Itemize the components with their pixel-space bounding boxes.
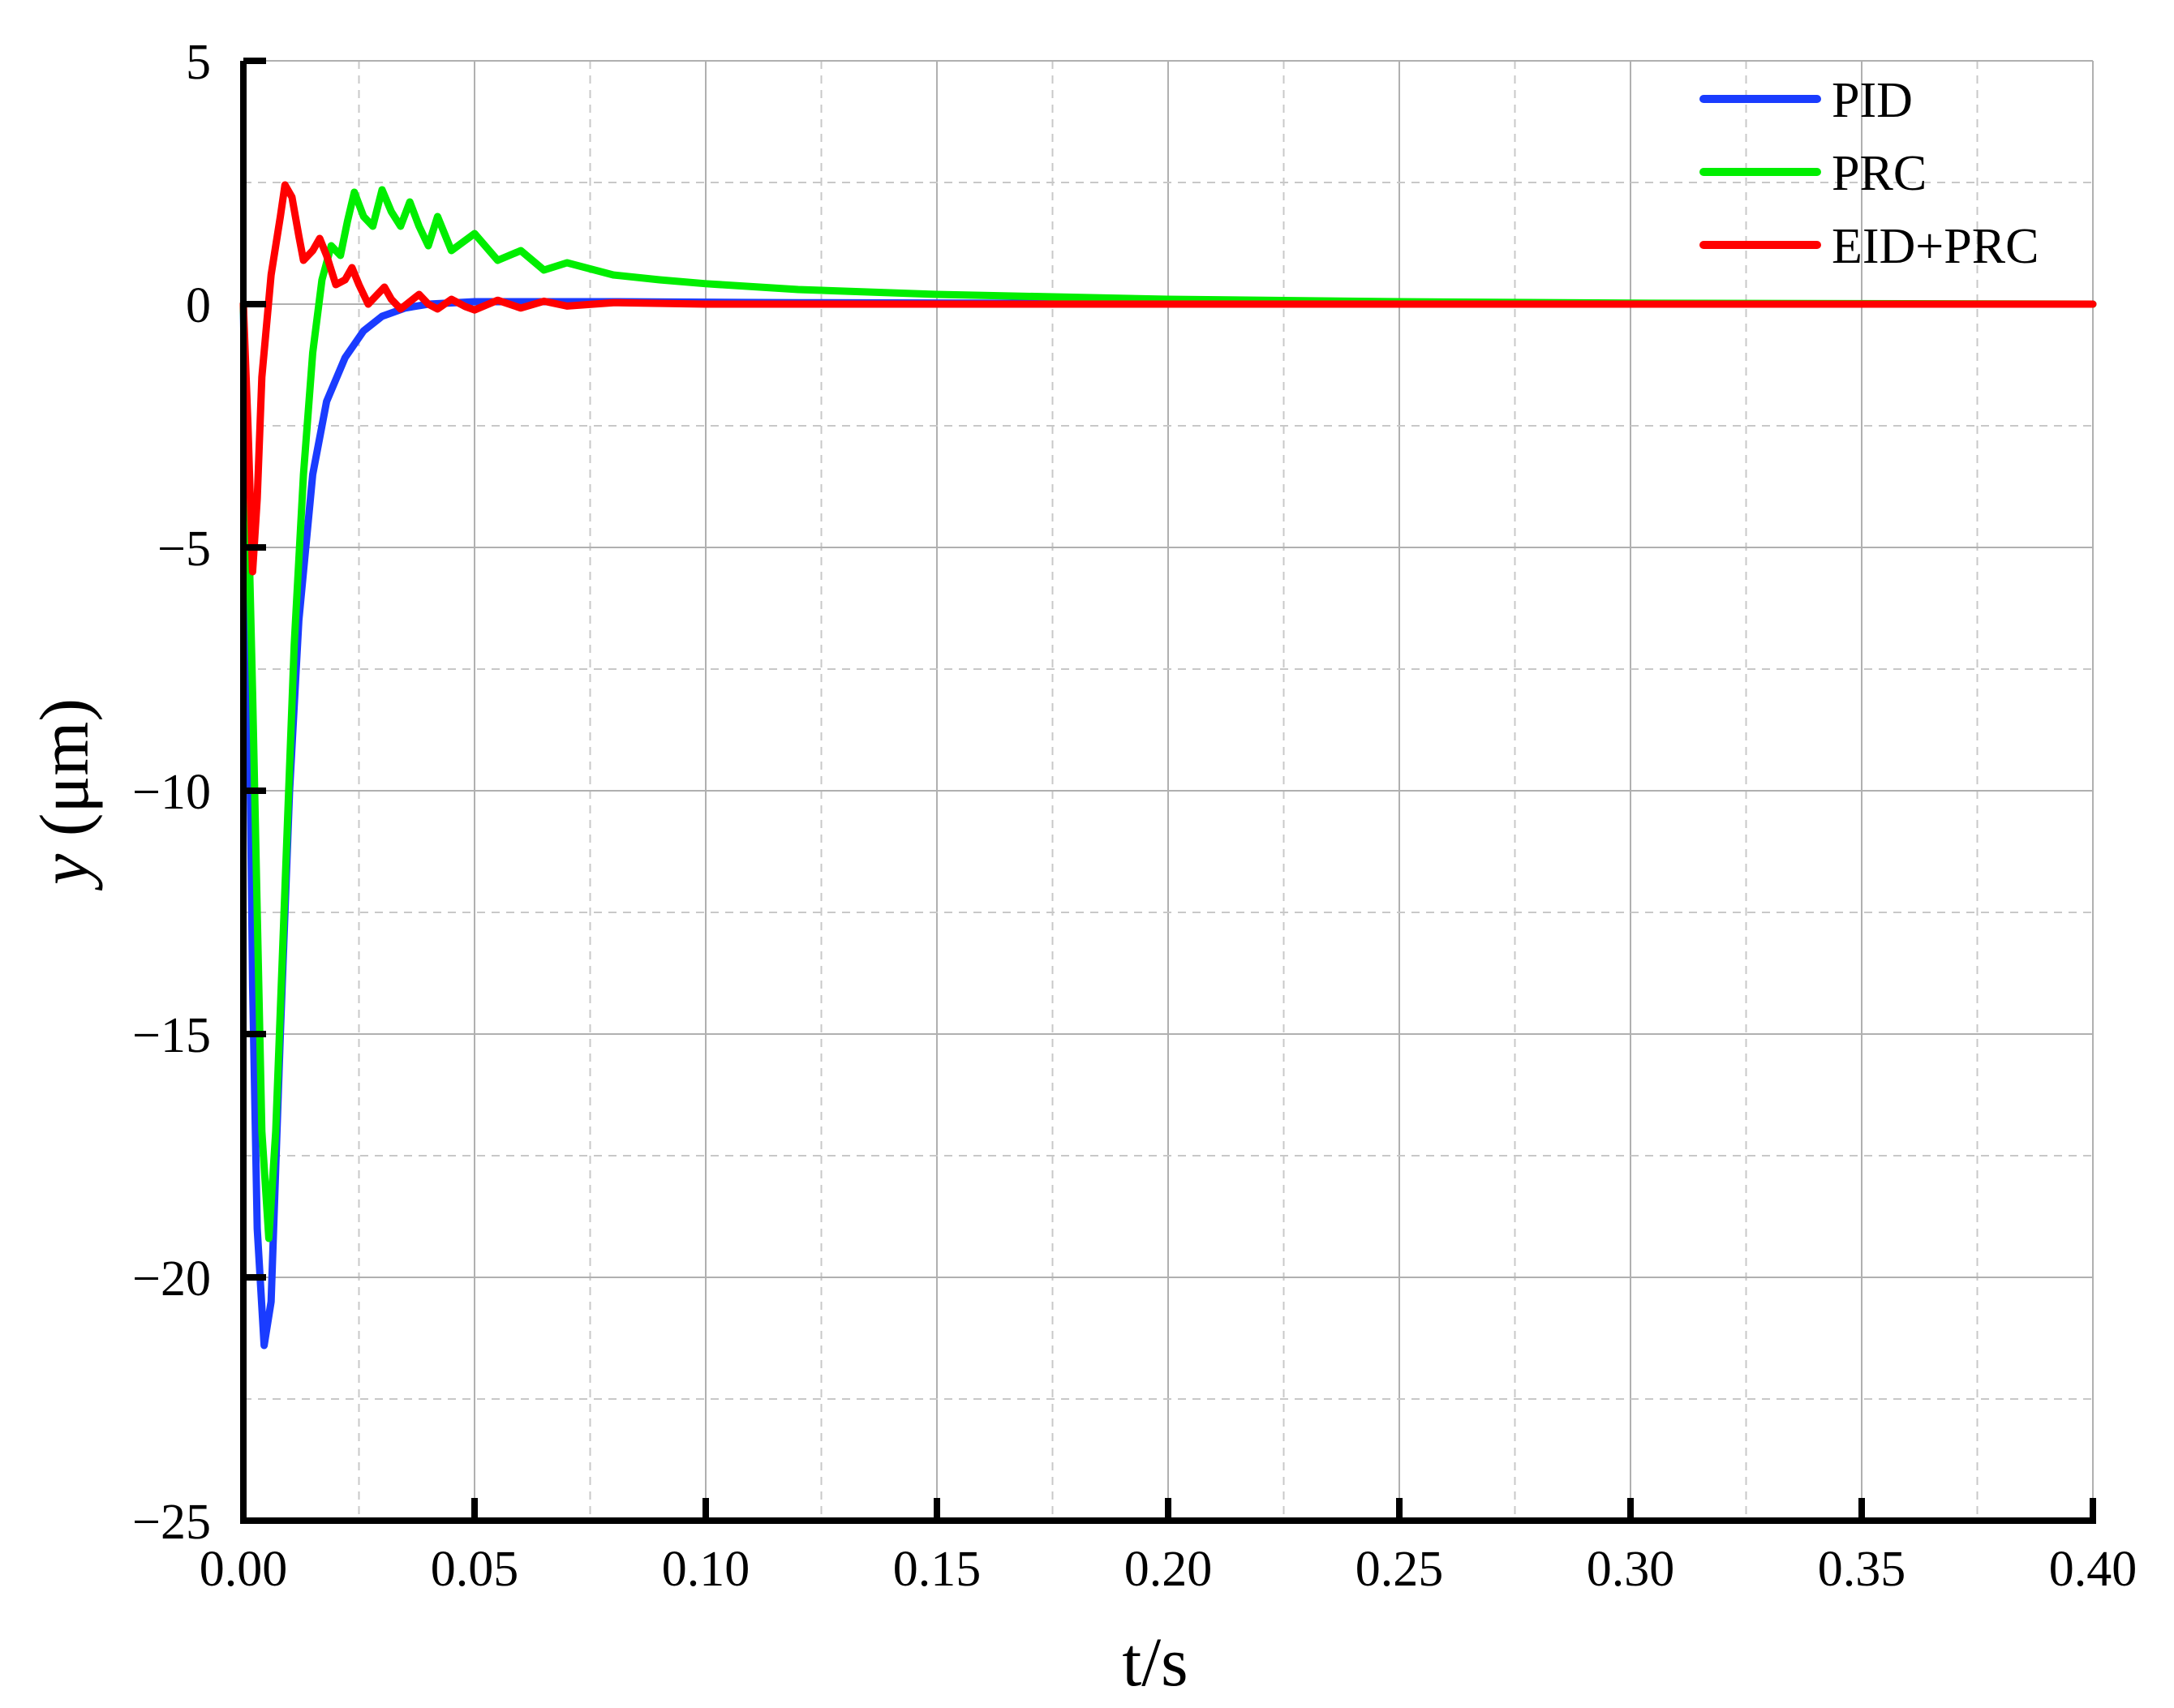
axes [240, 58, 2096, 1524]
y-tick-label: −20 [132, 1251, 211, 1307]
series-line-prc [239, 186, 2097, 1242]
x-tick-label: 0.00 [200, 1542, 288, 1597]
y-tick-label: −5 [157, 521, 211, 577]
x-tick-label: 0.05 [431, 1542, 519, 1597]
x-tick-label: 0.10 [662, 1542, 750, 1597]
tick-labels: 0.00 0.05 0.10 0.15 0.20 0.25 0.30 0.35 0.40 5 0 −5… [132, 35, 2137, 1597]
y-axis-title: y (μm) [25, 698, 103, 891]
x-axis-title: t/s [1122, 1623, 1188, 1701]
series-line-eid-prc [239, 181, 2097, 576]
legend-label-pid: PID [1832, 73, 1913, 128]
legend-label-eid-prc: EID+PRC [1832, 219, 2039, 274]
y-tick-label: −10 [132, 765, 211, 820]
legend-label-prc: PRC [1832, 146, 1927, 201]
y-tick-label: 0 [186, 278, 211, 333]
x-tick-label: 0.40 [2049, 1542, 2137, 1597]
x-tick-label: 0.30 [1587, 1542, 1675, 1597]
y-tick-label: −15 [132, 1008, 211, 1063]
y-axis-title-unit: (μm) [25, 698, 103, 854]
series-layer [239, 181, 2097, 1350]
x-tick-label: 0.25 [1356, 1542, 1444, 1597]
y-tick-label: 5 [186, 35, 211, 90]
legend: PID PRC EID+PRC [1699, 73, 2039, 274]
y-tick-label: −25 [132, 1495, 211, 1550]
x-tick-label: 0.35 [1818, 1542, 1906, 1597]
y-axis-title-symbol: y [25, 853, 103, 891]
x-tick-label: 0.20 [1124, 1542, 1213, 1597]
x-tick-label: 0.15 [893, 1542, 982, 1597]
